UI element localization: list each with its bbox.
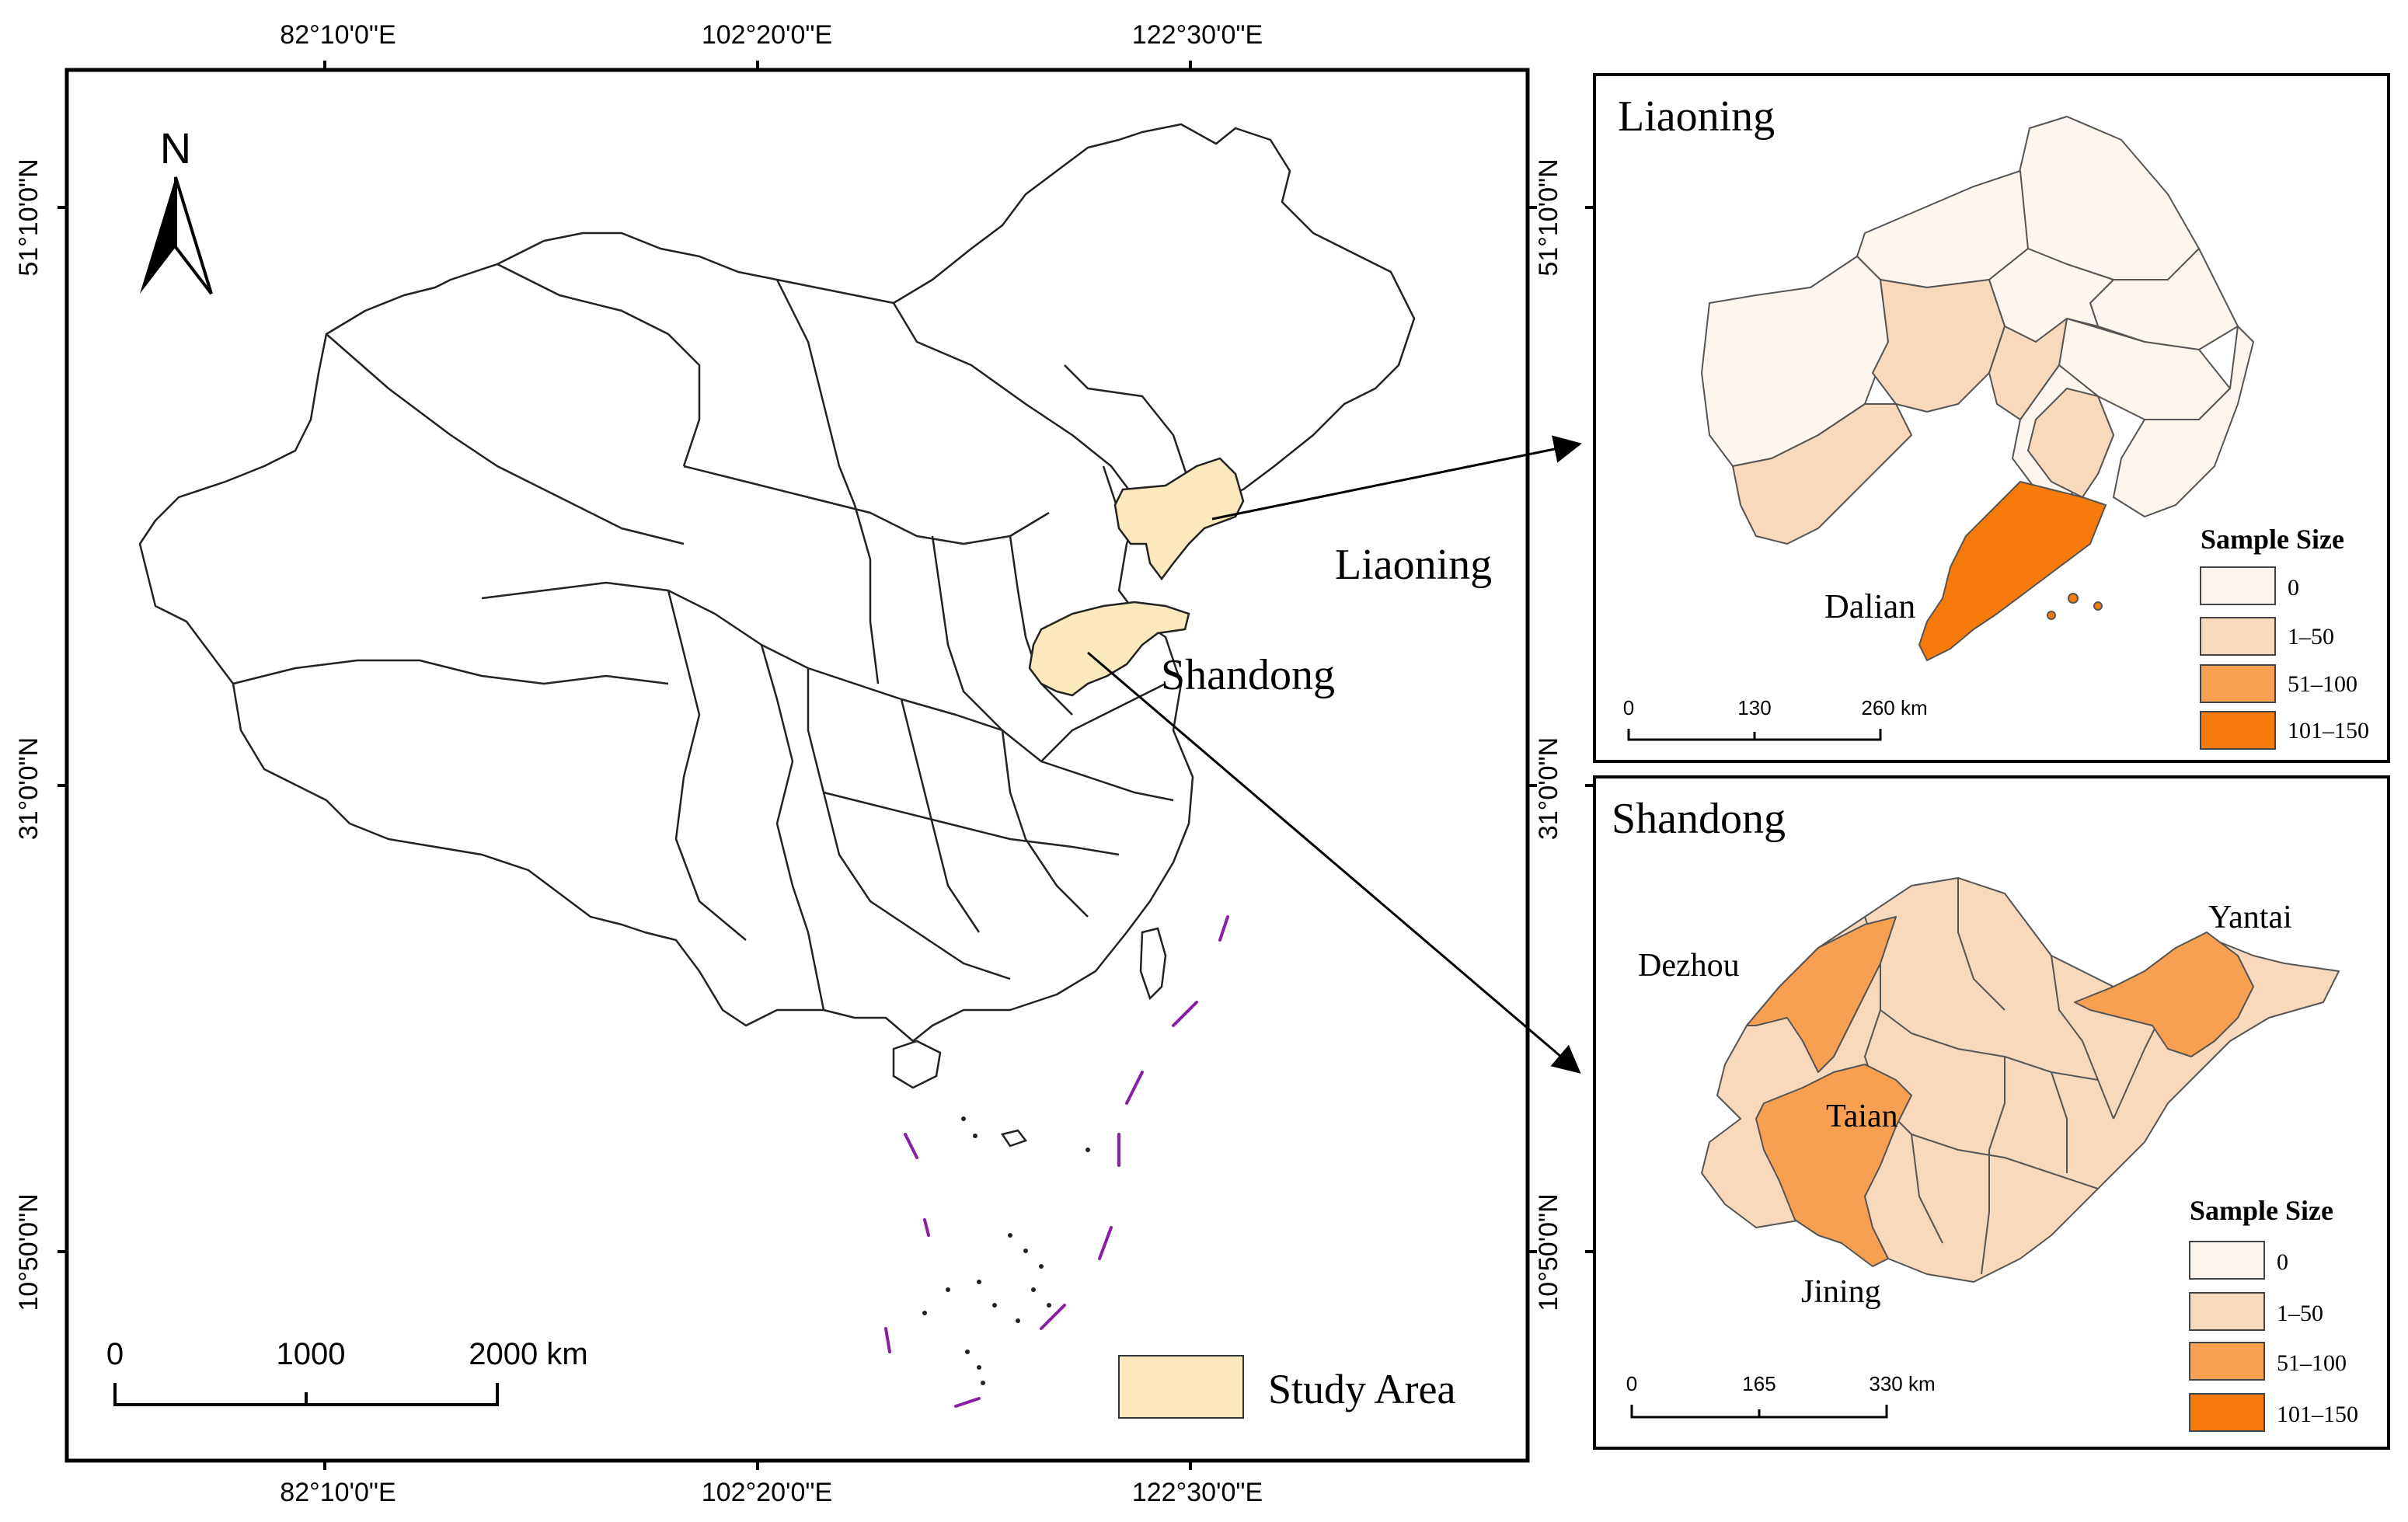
liaoning-legend: Sample Size 0 1–50 51–100 101–150	[2200, 524, 2369, 750]
shandong-legend-swatch-3	[2189, 1393, 2265, 1432]
city-yantai	[2074, 932, 2254, 1057]
shandong-inset-title: Shandong	[1612, 795, 1786, 843]
shandong-scale-tick-0: 0	[1626, 1372, 1637, 1395]
liaoning-legend-label-1: 1–50	[2288, 624, 2334, 650]
liaoning-legend-swatch-3	[2200, 711, 2276, 750]
lon-label-bottom-3: 122°30'0"E	[1132, 1478, 1263, 1507]
liaoning-inset-title: Liaoning	[1618, 92, 1775, 141]
liaoning-province	[1113, 457, 1245, 581]
shandong-province	[1028, 601, 1190, 697]
liaoning-cities	[1701, 116, 2254, 661]
dalian-label: Dalian	[1824, 587, 1915, 625]
shandong-cities	[1701, 877, 2340, 1283]
liaoning-scale-bar: 0 130 260 km	[1623, 696, 1928, 741]
north-arrow-left-half	[140, 177, 176, 294]
city-dezhou	[1746, 916, 1897, 1073]
scale-tick-1: 1000	[277, 1337, 346, 1371]
lon-label-bottom-2: 102°20'0"E	[702, 1478, 832, 1507]
south-sea-islands	[922, 1116, 1090, 1385]
liaoning-scale-tick-2: 260 km	[1861, 696, 1927, 719]
shandong-scale-bar: 0 165 330 km	[1626, 1372, 1936, 1419]
liaoning-scale-tick-0: 0	[1623, 696, 1634, 719]
main-scale-bar: 0 1000 2000 km	[106, 1337, 588, 1406]
city-taian	[1755, 1064, 1912, 1267]
liaoning-scale-tick-1: 130	[1737, 696, 1771, 719]
lat-label-right-2: 31°0'0"N	[1534, 737, 1563, 840]
liaoning-legend-title: Sample Size	[2201, 524, 2344, 555]
liaoning-legend-swatch-2	[2200, 664, 2276, 703]
main-map: 82°10'0"E 102°20'0"E 122°30'0"E 82°10'0"…	[14, 20, 1563, 1507]
taian-label: Taian	[1826, 1099, 1898, 1134]
dezhou-label: Dezhou	[1638, 948, 1740, 984]
liaoning-legend-label-0: 0	[2288, 575, 2299, 601]
connector-arrows	[1087, 435, 1582, 1074]
study-area-label: Study Area	[1268, 1366, 1456, 1412]
shandong-scale-tick-1: 165	[1742, 1372, 1776, 1395]
lat-label-right-3: 10°50'0"N	[1534, 1193, 1563, 1311]
lat-label-left-3: 10°50'0"N	[14, 1193, 44, 1311]
city-shenyang	[1988, 318, 2068, 420]
liaoning-legend-label-2: 51–100	[2288, 671, 2357, 697]
shandong-legend-swatch-0	[2189, 1241, 2265, 1280]
liaoning-legend-swatch-1	[2200, 617, 2276, 656]
main-map-ticks	[57, 61, 1537, 1470]
liaoning-label: Liaoning	[1335, 541, 1492, 589]
city-jinzhou	[1872, 279, 2006, 413]
scale-tick-0: 0	[106, 1337, 124, 1371]
shandong-legend-label-3: 101–150	[2277, 1402, 2358, 1427]
small-island	[1000, 1129, 1028, 1148]
shandong-scale-tick-2: 330 km	[1869, 1372, 1935, 1395]
arrow-to-liaoning	[1211, 435, 1582, 521]
shandong-legend-label-0: 0	[2277, 1249, 2288, 1275]
shandong-legend-swatch-2	[2189, 1342, 2265, 1381]
jining-label: Jining	[1801, 1274, 1881, 1310]
hainan-island	[892, 927, 1167, 1148]
liaoning-legend-label-3: 101–150	[2288, 718, 2369, 744]
shandong-label: Shandong	[1161, 651, 1335, 699]
main-legend: Study Area	[1118, 1355, 1456, 1419]
liaoning-inset: Liaoning Dalian	[1585, 73, 2390, 1253]
north-label: N	[160, 124, 191, 172]
china-boundaries	[138, 123, 1416, 1043]
study-area-swatch	[1118, 1355, 1244, 1419]
nine-dash-line	[884, 915, 1229, 1408]
city-dandong	[2113, 326, 2254, 517]
north-arrow-right-half	[174, 176, 213, 295]
lat-label-left-1: 51°10'0"N	[14, 158, 44, 276]
north-arrow: N	[140, 124, 213, 295]
lat-label-left-2: 31°0'0"N	[14, 737, 44, 840]
city-anshan	[2027, 388, 2114, 498]
yantai-label: Yantai	[2208, 900, 2292, 935]
lon-label-top-2: 102°20'0"E	[702, 20, 832, 50]
lon-label-bottom-1: 82°10'0"E	[280, 1478, 396, 1507]
lat-label-right-1: 51°10'0"N	[1534, 158, 1563, 276]
shandong-legend-label-2: 51–100	[2277, 1350, 2347, 1376]
city-huludao	[1732, 403, 1912, 545]
lon-label-top-1: 82°10'0"E	[280, 20, 396, 50]
taiwan-island	[1139, 927, 1167, 1001]
city-dalian	[1918, 481, 2107, 661]
shandong-inset: Shandong Dezhou Yantai Taian Jining	[1593, 775, 2390, 1450]
scale-tick-2: 2000 km	[469, 1337, 587, 1371]
liaoning-legend-swatch-0	[2200, 566, 2276, 605]
lon-label-top-3: 122°30'0"E	[1132, 20, 1263, 50]
shandong-legend-label-1: 1–50	[2277, 1301, 2323, 1326]
shandong-legend-swatch-1	[2189, 1292, 2265, 1331]
shandong-legend: Sample Size 0 1–50 51–100 101–150	[2189, 1195, 2358, 1432]
shandong-legend-title: Sample Size	[2190, 1195, 2333, 1226]
arrow-to-shandong	[1087, 651, 1581, 1074]
china-outline	[138, 123, 1416, 1043]
